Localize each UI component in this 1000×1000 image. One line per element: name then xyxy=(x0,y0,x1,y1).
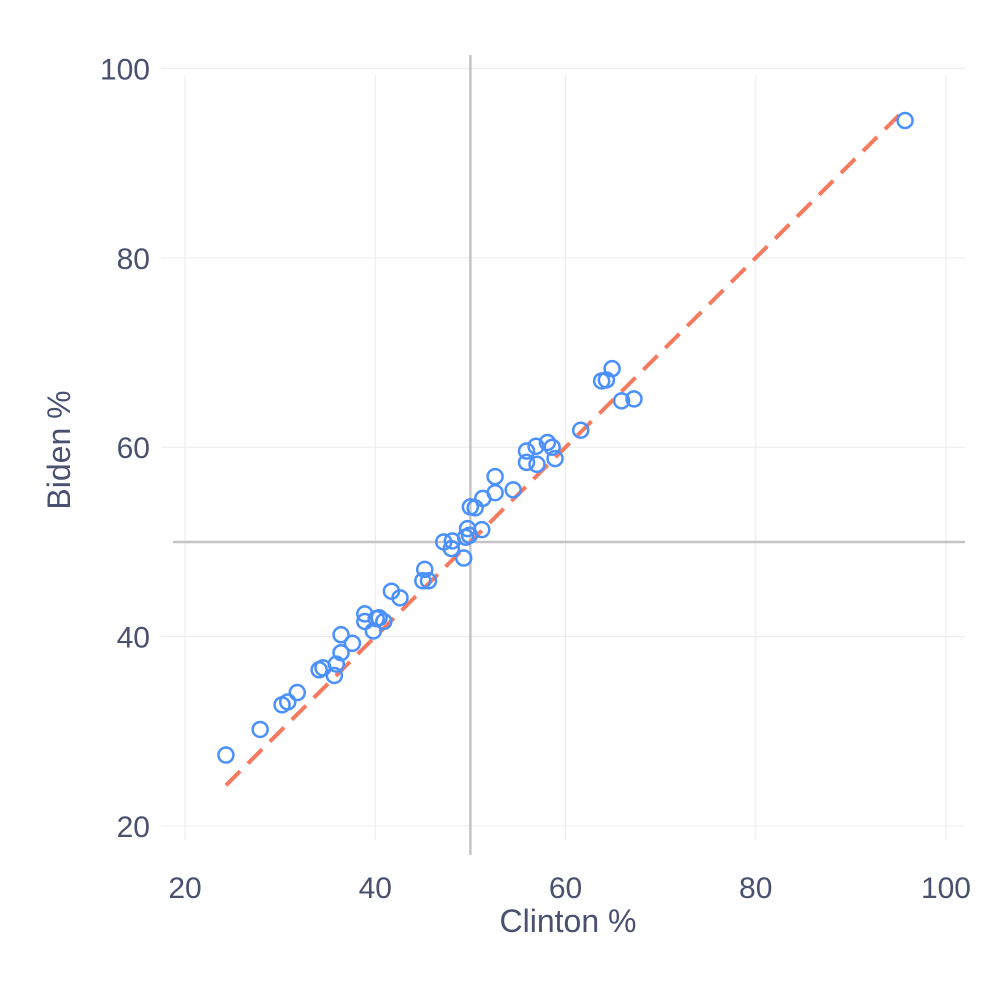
data-point xyxy=(325,666,344,685)
fit-line-layer xyxy=(224,106,908,787)
data-point xyxy=(343,634,362,653)
data-point xyxy=(251,720,269,739)
data-point xyxy=(370,608,388,627)
data-point xyxy=(538,433,557,452)
data-point xyxy=(486,467,504,486)
data-point xyxy=(517,442,536,460)
x-tick-label: 20 xyxy=(168,872,201,905)
grid xyxy=(161,67,965,840)
data-point xyxy=(391,589,409,607)
data-point xyxy=(486,483,504,502)
data-point xyxy=(517,453,536,472)
data-point xyxy=(528,455,546,474)
points xyxy=(217,111,914,764)
data-point xyxy=(419,572,438,590)
data-point xyxy=(332,643,350,662)
fit-line xyxy=(224,106,908,787)
data-point xyxy=(332,626,350,644)
data-point xyxy=(442,539,461,558)
x-axis-ticks: 20 40 60 80 100 xyxy=(168,872,971,905)
y-tick-label: 80 xyxy=(117,243,150,276)
data-point xyxy=(896,111,914,130)
y-tick-label: 100 xyxy=(100,53,150,86)
data-point xyxy=(279,693,297,711)
data-point xyxy=(543,438,561,456)
x-tick-label: 40 xyxy=(359,872,392,905)
y-tick-label: 20 xyxy=(117,811,150,844)
x-tick-label: 100 xyxy=(921,872,971,905)
data-point xyxy=(571,421,590,439)
reference-lines xyxy=(173,55,965,855)
data-point xyxy=(414,572,432,590)
data-point xyxy=(504,481,522,499)
y-axis-title: Biden % xyxy=(41,390,77,509)
x-tick-label: 60 xyxy=(549,872,582,905)
data-point xyxy=(612,392,631,410)
data-point xyxy=(546,449,564,468)
data-point xyxy=(415,560,434,579)
data-point xyxy=(327,655,346,673)
data-point xyxy=(375,612,393,631)
data-point xyxy=(288,683,307,702)
data-point xyxy=(473,520,491,539)
y-tick-label: 40 xyxy=(117,622,150,655)
data-point xyxy=(625,390,643,408)
x-tick-label: 80 xyxy=(739,872,772,905)
data-point xyxy=(603,359,621,378)
y-axis-ticks: 20 40 60 80 100 xyxy=(100,53,150,844)
x-axis-title: Clinton % xyxy=(500,903,637,939)
y-tick-label: 60 xyxy=(117,432,150,465)
data-point xyxy=(454,549,473,567)
data-point xyxy=(217,746,235,764)
